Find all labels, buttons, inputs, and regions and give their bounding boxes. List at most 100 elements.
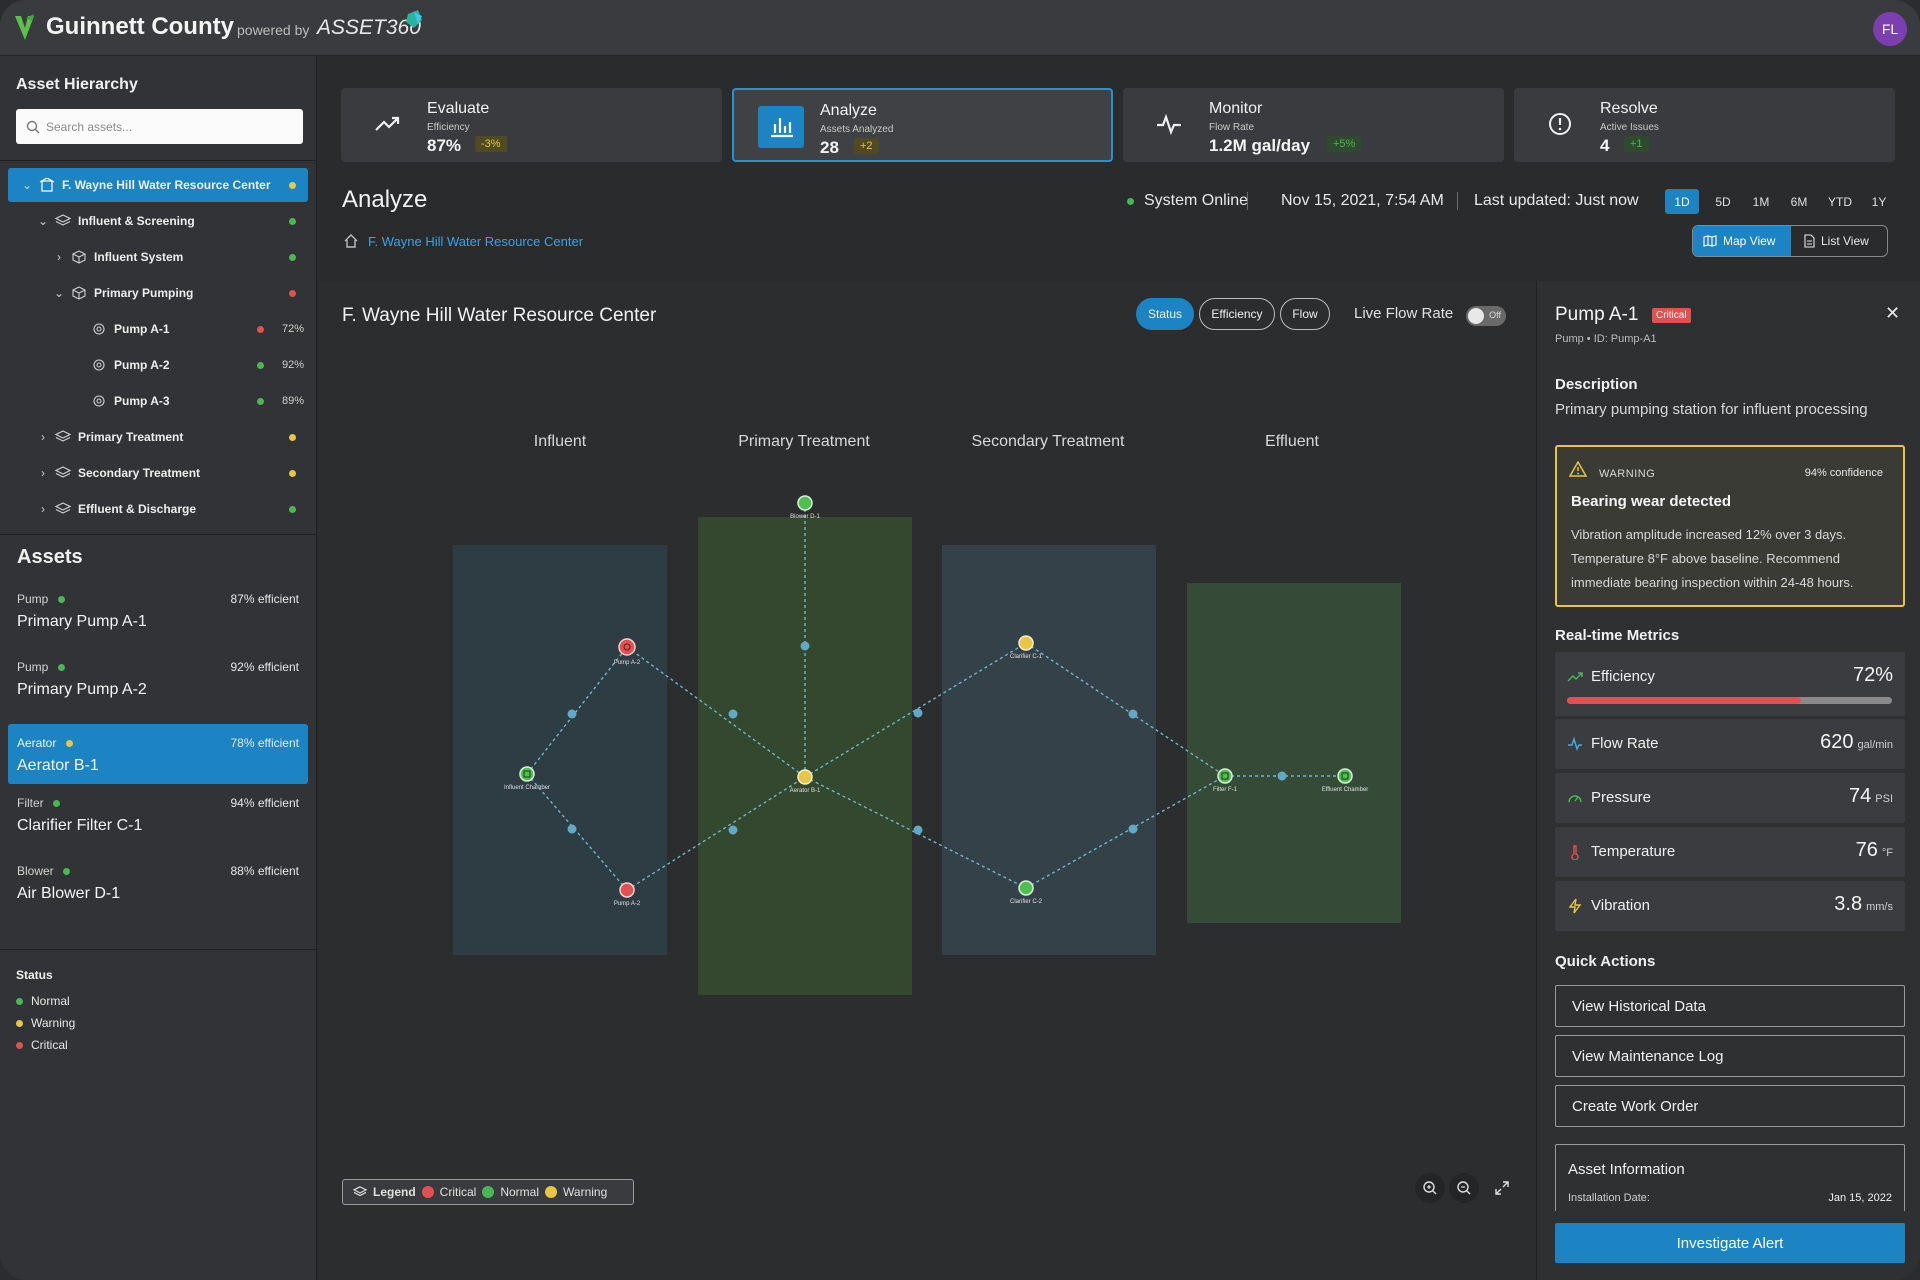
filter-efficiency[interactable]: Efficiency [1199,298,1275,330]
metric-value: 74 PSI [1849,785,1893,807]
tree-item-primary-pumping[interactable]: ⌄ Primary Pumping [8,276,308,310]
range-1d[interactable]: 1D [1665,189,1699,214]
asset-efficiency: 94% efficient [230,796,300,810]
metric-temperature: Temperature 76 °F [1555,827,1905,877]
asset-name: Aerator B-1 [17,757,99,774]
legend-normal-dot [482,1186,495,1198]
breadcrumb[interactable]: F. Wayne Hill Water Resource Center [368,234,584,249]
tree-item-effluent-discharge[interactable]: › Effluent & Discharge [8,492,308,526]
asset-card-selected[interactable]: Aerator 78% efficient Aerator B-1 [8,724,308,784]
asset-card[interactable]: Pump 92% efficient Primary Pump A-2 [8,648,308,708]
search-input[interactable] [46,109,296,144]
search-box[interactable] [16,109,303,144]
asset-name: Primary Pump A-2 [17,681,147,698]
tree-item-pump-a2[interactable]: Pump A-2 92% [8,348,308,382]
metric-value: 72% [1852,664,1893,686]
asset-name: Primary Pump A-1 [17,613,147,630]
zoom-out-button[interactable] [1449,1173,1479,1203]
tile-name: Resolve [1600,100,1658,117]
tile-badge: +2 [854,138,879,154]
node-label: Filter F-1 [1213,787,1238,793]
tree-item-influent-screening[interactable]: ⌄ Influent & Screening [8,204,308,238]
node-clarifier-c1 [1018,635,1034,651]
hierarchy-title: Asset Hierarchy [16,76,138,93]
tree-item-pct: 92% [281,359,304,371]
asset-card[interactable]: Pump 87% efficient Primary Pump A-1 [8,580,308,640]
metric-name: Efficiency [1591,668,1655,685]
user-avatar[interactable]: FL [1873,12,1907,46]
asset-type: Pump [17,592,65,606]
legend-critical: Critical [439,1185,477,1199]
asset-card[interactable]: Blower 88% efficient Air Blower D-1 [8,852,308,912]
node-label: Clarifier C-1 [1010,654,1043,660]
status-dot [57,664,65,671]
warning-card: WARNING 94% confidence Bearing wear dete… [1555,445,1905,607]
live-flow-toggle[interactable]: Off [1466,306,1506,326]
range-5d[interactable]: 5D [1715,194,1731,209]
tile-analyze[interactable]: Analyze Assets Analyzed 28 +2 [732,88,1113,162]
node-label: Blower D-1 [790,514,820,520]
range-1m[interactable]: 1M [1752,194,1770,209]
tree-item-influent-system[interactable]: › Influent System [8,240,308,274]
asset-info-title: Asset Information [1568,1161,1685,1178]
thermometer-icon [1571,845,1579,860]
layers-icon [54,466,72,478]
map-icon [1703,235,1717,247]
tile-evaluate[interactable]: Evaluate Efficiency 87% -3% [341,88,722,162]
stage-label-influent: Influent [533,433,587,450]
status-dot [289,433,296,441]
tile-badge: -3% [475,136,507,152]
gear-icon [93,395,105,407]
node-filter-f1 [1217,768,1233,784]
layers-icon [54,430,72,442]
zone-secondary [942,545,1156,955]
asset-efficiency: 87% efficient [230,592,300,606]
view-historical-data-button[interactable]: View Historical Data [1555,985,1905,1027]
cube-icon [72,286,86,300]
legend-critical-dot [421,1186,434,1198]
top-bar: Guinnett County powered by ASSET360 FL [0,0,1920,56]
asset-efficiency: 92% efficient [230,660,300,674]
zoom-in-icon [1423,1181,1437,1195]
efficiency-bar-fill [1567,697,1801,704]
fullscreen-button[interactable] [1487,1173,1517,1203]
tile-sub: Flow Rate [1209,122,1255,133]
tree-item-facility[interactable]: ⌄ F. Wayne Hill Water Resource Center [8,168,308,202]
cube-icon [72,250,86,264]
range-6m[interactable]: 6M [1790,194,1808,209]
metric-pressure: Pressure 74 PSI [1555,773,1905,823]
range-1y[interactable]: 1Y [1871,194,1887,209]
critical-badge: Critical [1652,308,1691,323]
view-maintenance-log-button[interactable]: View Maintenance Log [1555,1035,1905,1077]
investigate-alert-button[interactable]: Investigate Alert [1555,1223,1905,1263]
tile-monitor[interactable]: Monitor Flow Rate 1.2M gal/day +5% [1123,88,1504,162]
detail-title: Pump A-1 [1555,304,1639,325]
tree-item-secondary-treatment[interactable]: › Secondary Treatment [8,456,308,490]
install-date-value: Jan 15, 2022 [1828,1192,1892,1204]
close-icon[interactable]: ✕ [1885,303,1901,323]
asset-card[interactable]: Filter 94% efficient Clarifier Filter C-… [8,784,308,844]
home-icon[interactable] [343,233,359,249]
zoom-in-button[interactable] [1415,1173,1445,1203]
status-legend-title: Status [16,968,53,982]
status-dot [65,740,73,747]
create-work-order-button[interactable]: Create Work Order [1555,1085,1905,1127]
tile-badge: +1 [1624,136,1649,152]
asset-efficiency: 88% efficient [230,864,300,878]
pulse-icon [1157,113,1181,136]
status-dot [257,325,264,333]
lightning-icon [1568,898,1582,914]
install-date-label: Installation Date: [1568,1192,1650,1204]
tile-badge: +5% [1327,136,1362,152]
divider [1457,192,1458,210]
tree-item-pump-a3[interactable]: Pump A-3 89% [8,384,308,418]
tree-item-primary-treatment[interactable]: › Primary Treatment [8,420,308,454]
filter-flow[interactable]: Flow [1280,298,1330,330]
map-view-button[interactable]: Map View [1693,226,1791,256]
tree-item-pump-a1[interactable]: Pump A-1 72% [8,312,308,346]
tree-item-label: Primary Treatment [78,430,184,444]
range-ytd[interactable]: YTD [1828,194,1852,209]
filter-status[interactable]: Status [1136,298,1194,330]
list-view-button[interactable]: List View [1793,226,1887,256]
tile-resolve[interactable]: Resolve Active Issues 4 +1 [1514,88,1895,162]
